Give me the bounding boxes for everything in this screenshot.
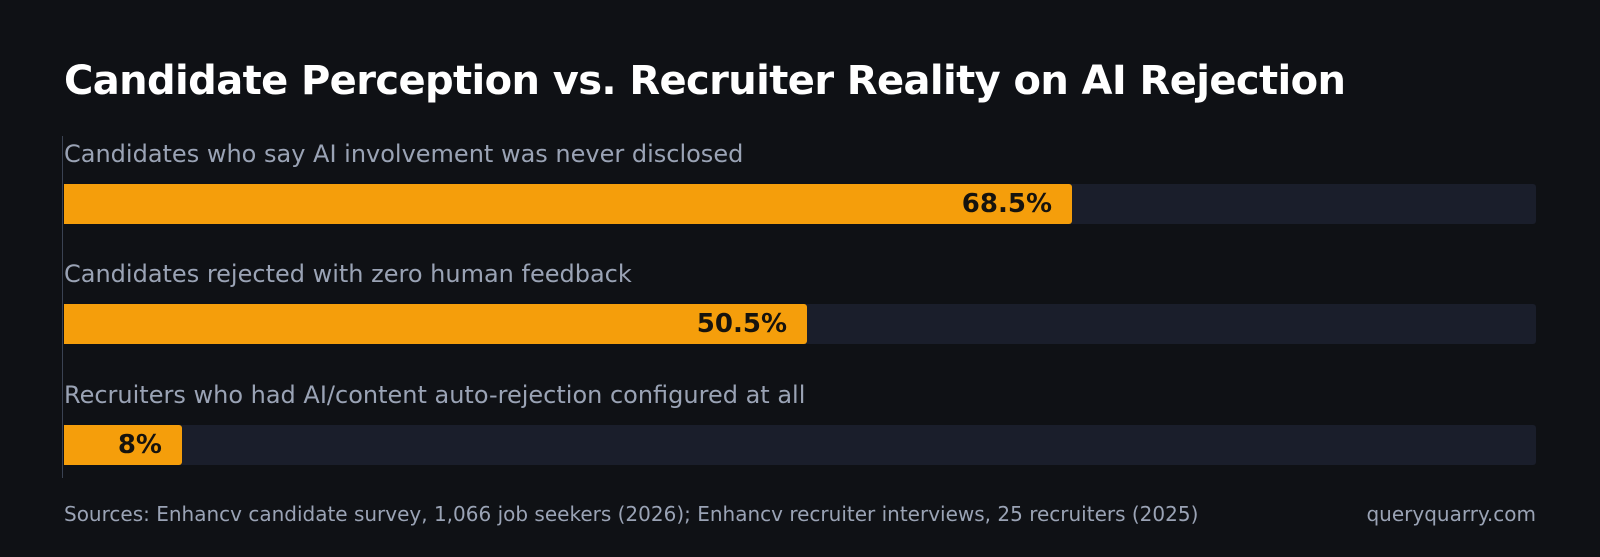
bar-label-1: Candidates rejected with zero human feed… — [64, 260, 632, 288]
chart-title: Candidate Perception vs. Recruiter Reali… — [64, 58, 1346, 104]
bar-value-label-2: 8% — [117, 430, 162, 460]
bar-label-0: Candidates who say AI involvement was ne… — [64, 140, 744, 168]
bar-0: 68.5% — [64, 184, 1072, 224]
bar-value-label-0: 68.5% — [961, 189, 1052, 219]
bar-track-0: 68.5% — [64, 184, 1536, 224]
bar-label-2: Recruiters who had AI/content auto-rejec… — [64, 381, 806, 409]
bar-track-2: 8% — [64, 425, 1536, 465]
brand-link[interactable]: queryquarry.com — [1366, 502, 1536, 526]
bar-1: 50.5% — [64, 304, 807, 344]
bar-track-1: 50.5% — [64, 304, 1536, 344]
bar-2: 8% — [64, 425, 182, 465]
category-axis-line — [62, 136, 63, 478]
sources-note: Sources: Enhancv candidate survey, 1,066… — [64, 502, 1199, 526]
bar-value-label-1: 50.5% — [696, 309, 787, 339]
